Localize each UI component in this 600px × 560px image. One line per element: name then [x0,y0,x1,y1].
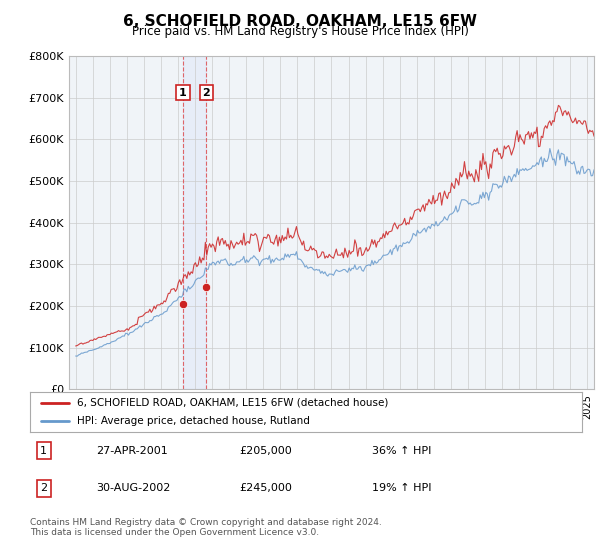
Text: 19% ↑ HPI: 19% ↑ HPI [372,483,432,493]
Text: 30-AUG-2002: 30-AUG-2002 [96,483,170,493]
Text: £205,000: £205,000 [240,446,293,456]
Text: £245,000: £245,000 [240,483,293,493]
Text: 27-APR-2001: 27-APR-2001 [96,446,168,456]
Text: 1: 1 [40,446,47,456]
Text: Contains HM Land Registry data © Crown copyright and database right 2024.
This d: Contains HM Land Registry data © Crown c… [30,518,382,538]
Text: 36% ↑ HPI: 36% ↑ HPI [372,446,431,456]
Text: 6, SCHOFIELD ROAD, OAKHAM, LE15 6FW (detached house): 6, SCHOFIELD ROAD, OAKHAM, LE15 6FW (det… [77,398,388,408]
Text: HPI: Average price, detached house, Rutland: HPI: Average price, detached house, Rutl… [77,417,310,426]
Text: 2: 2 [203,88,210,97]
Text: 6, SCHOFIELD ROAD, OAKHAM, LE15 6FW: 6, SCHOFIELD ROAD, OAKHAM, LE15 6FW [123,14,477,29]
Text: Price paid vs. HM Land Registry's House Price Index (HPI): Price paid vs. HM Land Registry's House … [131,25,469,38]
Text: 2: 2 [40,483,47,493]
Text: 1: 1 [179,88,187,97]
Bar [183,56,206,389]
